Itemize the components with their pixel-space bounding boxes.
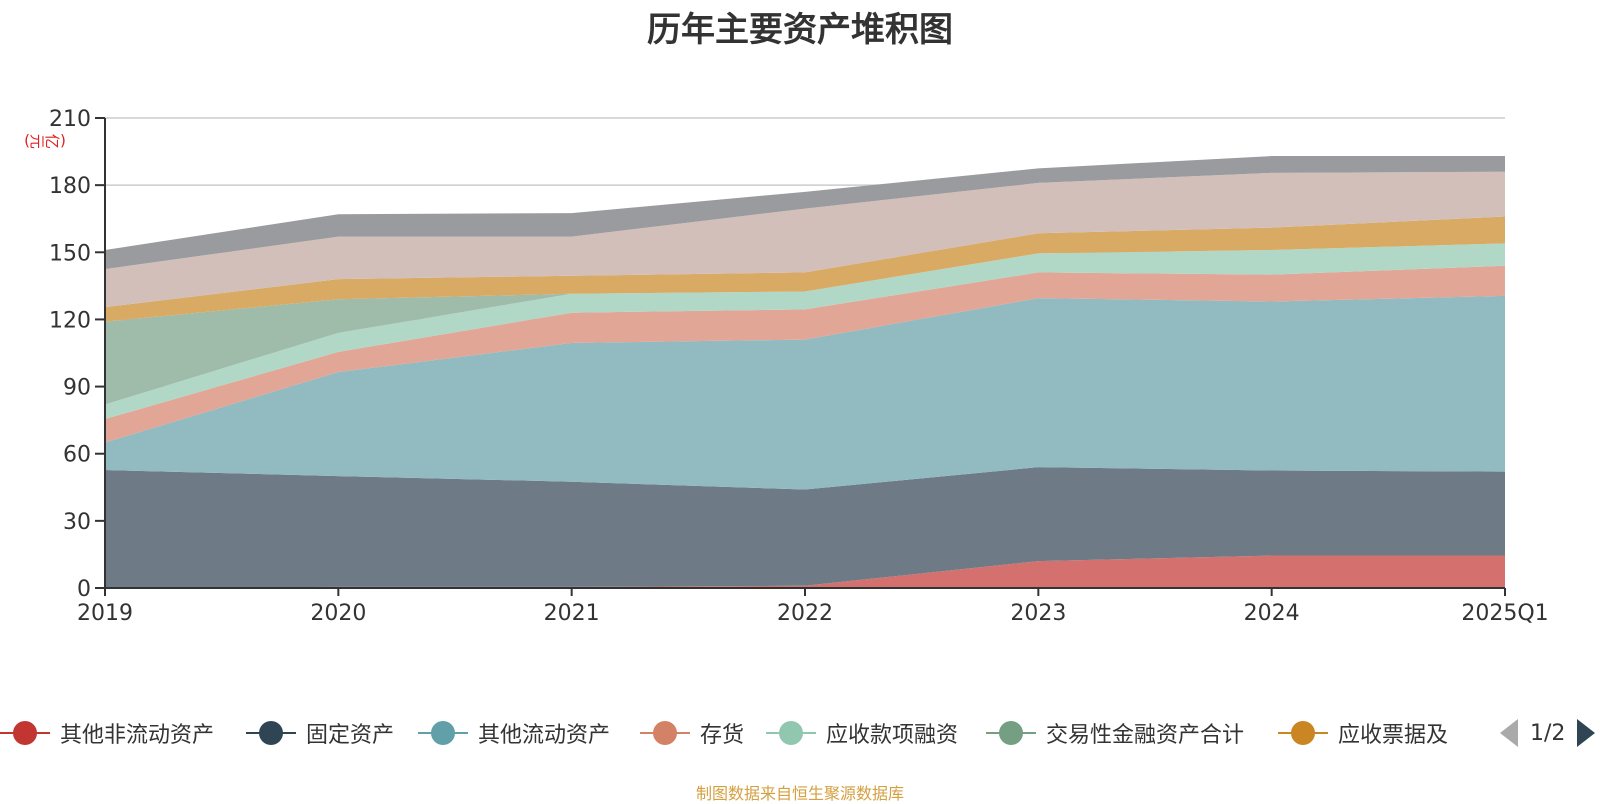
legend-label: 应收票据及 bbox=[1338, 723, 1449, 748]
y-tick-label: 210 bbox=[49, 107, 91, 132]
legend-label: 其他流动资产 bbox=[478, 723, 611, 748]
legend-marker-icon bbox=[1278, 720, 1328, 746]
legend-item[interactable]: 存货 bbox=[640, 716, 744, 750]
legend-label: 应收款项融资 bbox=[826, 723, 959, 748]
legend-marker-icon bbox=[0, 720, 50, 746]
x-tick-label: 2025Q1 bbox=[1461, 601, 1548, 626]
area-series-5[interactable] bbox=[105, 243, 1505, 405]
x-tick-label: 2021 bbox=[544, 601, 600, 626]
y-tick-label: 60 bbox=[63, 443, 91, 468]
y-tick-label: 90 bbox=[63, 376, 91, 401]
legend-item[interactable]: 固定资产 bbox=[246, 716, 394, 750]
area-series-4[interactable] bbox=[105, 243, 1505, 420]
area-series-3[interactable] bbox=[105, 265, 1505, 443]
x-tick-label: 2023 bbox=[1010, 601, 1066, 626]
x-tick-label: 2020 bbox=[310, 601, 366, 626]
x-tick-label: 2024 bbox=[1244, 601, 1300, 626]
legend-marker-icon bbox=[986, 720, 1036, 746]
x-tick-label: 2022 bbox=[777, 601, 833, 626]
legend-prev-arrow-icon[interactable] bbox=[1500, 719, 1518, 747]
area-series-8[interactable] bbox=[105, 156, 1505, 270]
legend: 其他非流动资产 固定资产 其他流动资产 存货 应收款项融资 交易性金融资产合计 应收票据及 bbox=[0, 716, 1600, 752]
area-series-6[interactable] bbox=[105, 216, 1505, 322]
legend-marker-icon bbox=[418, 720, 468, 746]
legend-item[interactable]: 交易性金融资产合计 bbox=[986, 716, 1244, 750]
y-tick-label: 150 bbox=[49, 241, 91, 266]
stacked-area-chart: 0 30 60 90 120 150 180 210 2019 2020 2021 2022 2023 2… bbox=[49, 107, 1549, 626]
area-series-2[interactable] bbox=[105, 295, 1505, 490]
source-note: 制图数据来自恒生聚源数据库 bbox=[695, 784, 904, 803]
area-series-0[interactable] bbox=[105, 555, 1505, 588]
legend-item[interactable]: 应收款项融资 bbox=[766, 716, 958, 750]
axes: 0 30 60 90 120 150 180 210 2019 2020 2021 2022 2023 2… bbox=[49, 107, 1549, 626]
legend-item[interactable]: 应收票据及 bbox=[1278, 716, 1448, 750]
legend-marker-icon bbox=[246, 720, 296, 746]
legend-pager: 1/2 bbox=[1500, 716, 1596, 750]
legend-label: 交易性金融资产合计 bbox=[1046, 723, 1245, 748]
legend-item[interactable]: 其他流动资产 bbox=[418, 716, 610, 750]
legend-item[interactable]: 其他非流动资产 bbox=[0, 716, 214, 750]
area-series bbox=[105, 156, 1505, 588]
legend-page-indicator: 1/2 bbox=[1530, 720, 1566, 746]
x-tick-label: 2019 bbox=[77, 601, 133, 626]
legend-marker-icon bbox=[640, 720, 690, 746]
y-tick-label: 120 bbox=[49, 308, 91, 333]
area-series-1[interactable] bbox=[105, 467, 1505, 588]
y-tick-label: 180 bbox=[49, 174, 91, 199]
legend-marker-icon bbox=[766, 720, 816, 746]
legend-label: 固定资产 bbox=[306, 723, 395, 748]
legend-next-arrow-icon[interactable] bbox=[1577, 719, 1596, 747]
chart-title: 历年主要资产堆积图 bbox=[647, 10, 953, 50]
area-series-7[interactable] bbox=[105, 171, 1505, 308]
legend-label: 存货 bbox=[700, 723, 745, 748]
legend-label: 其他非流动资产 bbox=[60, 723, 215, 748]
y-tick-label: 0 bbox=[77, 577, 91, 602]
y-tick-label: 30 bbox=[63, 510, 91, 535]
